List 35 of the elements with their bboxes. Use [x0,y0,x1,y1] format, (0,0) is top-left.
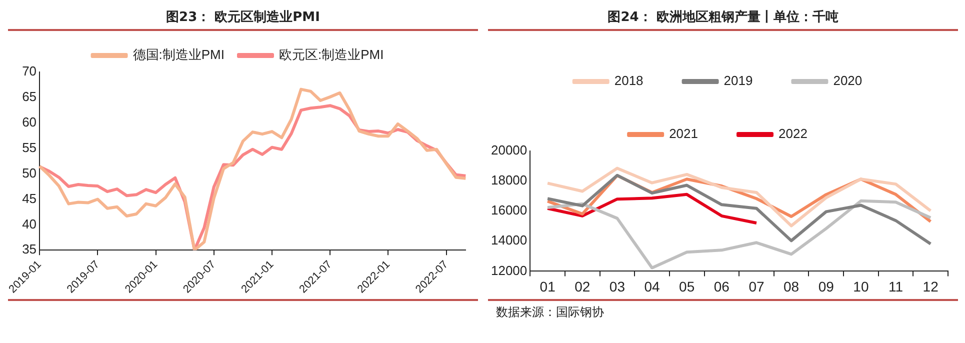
legend-label: 2018 [614,73,644,88]
legend-label: 2019 [724,73,753,88]
x-tick-label: 08 [784,278,800,294]
chart-title: 图23： 欧元区制造业PMI [8,8,478,31]
legend-label: 2022 [778,126,808,142]
y-tick-label: 35 [22,242,37,257]
y-tick-label: 16000 [490,202,528,218]
y-tick-label: 12000 [490,262,528,278]
y-tick-label: 20000 [490,142,528,158]
chart-title: 图24： 欧洲地区粗钢产量丨单位：千吨 [488,8,958,31]
legend-label: 欧元区:制造业PMI [279,47,384,62]
y-tick-label: 14000 [490,232,528,248]
x-tick-label: 06 [714,278,730,294]
legend-label: 德国:制造业PMI [132,47,225,62]
y-tick-label: 40 [22,216,37,232]
source-note: 数据来源：国际钢协 [496,305,604,319]
y-tick-label: 18000 [490,172,528,188]
x-tick-label: 07 [748,278,764,294]
x-tick-label: 12 [922,278,939,294]
x-tick-label: 02 [574,278,590,294]
x-tick-label: 09 [818,278,834,294]
y-tick-label: 60 [22,114,37,130]
legend-label: 2020 [833,73,862,88]
y-tick-label: 70 [22,64,37,79]
x-tick-label: 04 [644,278,660,294]
y-tick-label: 65 [22,89,37,104]
legend-label: 2021 [669,126,698,142]
x-tick-label: 05 [679,278,695,294]
x-tick-label: 01 [540,278,556,294]
x-tick-label: 03 [609,278,626,294]
y-tick-label: 55 [22,140,37,155]
x-tick-label: 10 [853,278,869,294]
y-tick-label: 45 [22,190,37,206]
y-tick-label: 50 [22,165,37,180]
x-tick-label: 11 [888,278,904,294]
